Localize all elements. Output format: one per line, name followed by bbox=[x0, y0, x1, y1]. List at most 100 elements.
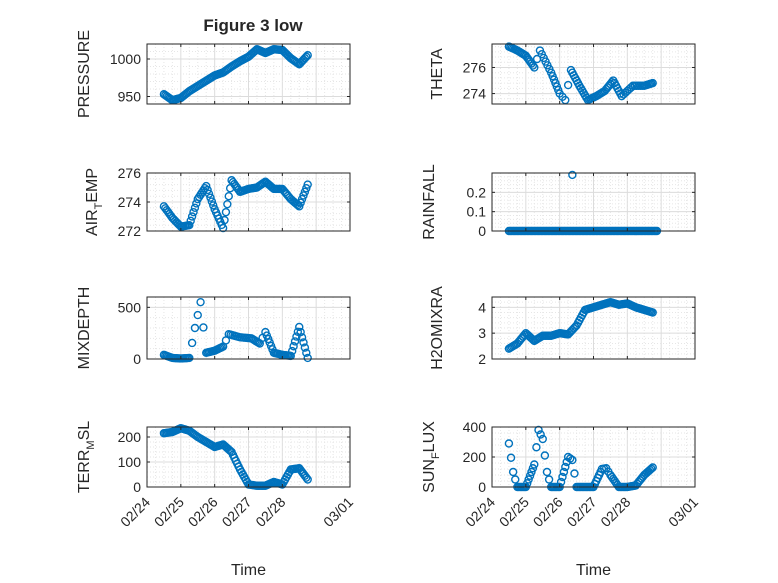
data-point bbox=[218, 223, 228, 233]
y-tick-label: 0 bbox=[478, 223, 486, 239]
data-point bbox=[190, 323, 200, 333]
data-point bbox=[187, 212, 197, 221]
subplot-theta: 274 276 THETA bbox=[429, 42, 696, 105]
data-point bbox=[544, 475, 554, 484]
data-point bbox=[648, 308, 657, 317]
y-axis-label: THETA bbox=[429, 48, 446, 100]
data-point bbox=[297, 333, 307, 342]
data-point bbox=[506, 453, 516, 462]
y-tick-label: 276 bbox=[118, 165, 142, 181]
y-tick-label: 950 bbox=[118, 89, 142, 105]
data-point bbox=[511, 475, 520, 484]
subplot-air-temp: 272 274 276 AIRTEMP bbox=[84, 165, 351, 239]
data-point bbox=[527, 467, 536, 477]
marker-group bbox=[159, 45, 312, 105]
data-point bbox=[561, 462, 570, 472]
x-axis-label: Time bbox=[231, 562, 266, 579]
data-point bbox=[525, 471, 535, 480]
data-point bbox=[187, 338, 197, 348]
data-point bbox=[209, 201, 218, 210]
data-point bbox=[223, 199, 232, 209]
data-point bbox=[540, 451, 550, 460]
x-tick-label: 03/01 bbox=[320, 494, 356, 530]
data-point bbox=[295, 322, 304, 332]
figure-title: Figure 3 low bbox=[203, 16, 303, 35]
data-point bbox=[303, 180, 312, 189]
data-point bbox=[204, 189, 214, 198]
data-point bbox=[196, 297, 205, 307]
data-point bbox=[647, 464, 656, 473]
y-tick-label: 2 bbox=[478, 351, 486, 367]
y-tick-label: 400 bbox=[463, 419, 487, 435]
data-point bbox=[199, 323, 208, 332]
data-point bbox=[302, 52, 311, 61]
y-tick-label: 0.2 bbox=[467, 184, 487, 200]
x-tick-label: 02/26 bbox=[185, 494, 221, 530]
data-point bbox=[189, 207, 198, 217]
y-tick-label: 4 bbox=[478, 299, 486, 315]
marker-group bbox=[159, 176, 312, 233]
data-point bbox=[563, 80, 573, 90]
data-point bbox=[203, 185, 212, 195]
y-tick-label: 0 bbox=[133, 351, 141, 367]
data-point bbox=[300, 343, 310, 352]
x-tick-label: 02/25 bbox=[151, 494, 187, 530]
data-point bbox=[302, 473, 311, 482]
y-tick-label: 276 bbox=[463, 59, 487, 75]
data-point bbox=[185, 220, 194, 230]
data-point bbox=[299, 338, 308, 347]
y-tick-label: 0 bbox=[133, 479, 141, 495]
marker-group bbox=[504, 297, 657, 353]
y-tick-label: 500 bbox=[118, 299, 142, 315]
marker-group bbox=[159, 297, 312, 363]
data-point bbox=[193, 310, 202, 320]
data-point bbox=[648, 78, 657, 88]
x-tick-label: 02/24 bbox=[117, 494, 153, 530]
data-point bbox=[508, 467, 518, 477]
subplot-rainfall: 0 0.1 0.2 RAINFALL bbox=[421, 164, 696, 240]
x-tick-label: 02/27 bbox=[219, 494, 255, 530]
y-axis-label: MIXDEPTH bbox=[76, 287, 93, 370]
data-point bbox=[190, 203, 200, 213]
x-tick-label: 02/28 bbox=[252, 494, 288, 530]
y-axis-label: RAINFALL bbox=[421, 164, 438, 240]
data-point bbox=[292, 332, 301, 341]
data-point bbox=[207, 197, 217, 206]
y-axis-label: H2OMIXRA bbox=[429, 286, 446, 370]
data-point bbox=[648, 463, 657, 472]
x-tick-label: 02/24 bbox=[462, 494, 498, 530]
data-point bbox=[559, 467, 569, 477]
y-tick-label: 200 bbox=[118, 429, 142, 445]
data-point bbox=[558, 472, 567, 482]
data-point bbox=[220, 215, 229, 225]
data-point bbox=[303, 353, 312, 363]
y-tick-label: 274 bbox=[463, 86, 487, 102]
x-tick-label: 02/25 bbox=[496, 494, 532, 530]
x-tick-label: 02/28 bbox=[597, 494, 633, 530]
y-axis-label: SUNFLUX bbox=[421, 421, 442, 493]
data-point bbox=[185, 353, 194, 363]
data-point bbox=[530, 460, 539, 469]
y-tick-label: 274 bbox=[118, 194, 142, 210]
x-axis-label: Time bbox=[576, 562, 611, 579]
data-point bbox=[504, 439, 514, 448]
data-point bbox=[296, 327, 305, 337]
data-point bbox=[530, 63, 539, 72]
data-point bbox=[224, 191, 233, 201]
data-point bbox=[556, 477, 566, 487]
y-tick-label: 0.1 bbox=[467, 204, 487, 220]
data-point bbox=[566, 454, 575, 463]
y-tick-label: 200 bbox=[463, 449, 487, 465]
data-point bbox=[186, 216, 195, 226]
subplot-mixdepth: 0 500 MIXDEPTH bbox=[76, 287, 351, 370]
data-point bbox=[532, 443, 541, 452]
data-point bbox=[568, 170, 577, 180]
data-point bbox=[221, 207, 231, 217]
data-point bbox=[202, 181, 211, 191]
x-tick-label: 02/27 bbox=[564, 494, 600, 530]
data-point bbox=[538, 434, 547, 444]
y-tick-label: 1000 bbox=[110, 51, 141, 67]
y-tick-label: 272 bbox=[118, 223, 142, 239]
